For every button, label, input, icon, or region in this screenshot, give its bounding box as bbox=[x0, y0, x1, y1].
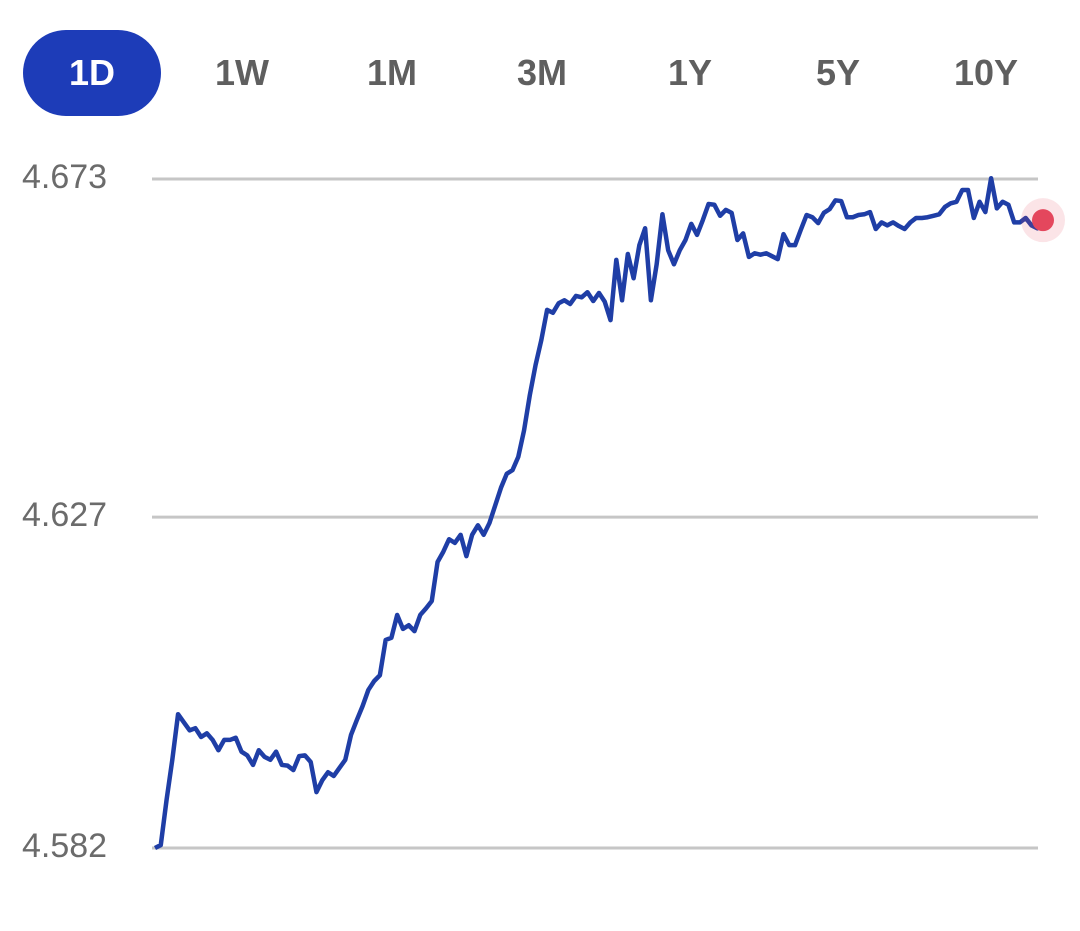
range-tab[interactable]: 3M bbox=[516, 52, 567, 93]
price-line bbox=[153, 176, 1045, 851]
range-tab[interactable]: 10Y bbox=[953, 52, 1019, 93]
y-tick-label: 4.673 bbox=[22, 158, 107, 196]
last-point bbox=[1032, 209, 1054, 232]
range-tab[interactable]: 1D bbox=[23, 30, 161, 116]
y-tick-label: 4.627 bbox=[22, 496, 107, 534]
y-tick-label: 4.582 bbox=[22, 827, 107, 865]
range-tab[interactable]: 1M bbox=[366, 52, 417, 93]
range-tabs: 1D 1W 1M 3M 1Y 5Y 10Y bbox=[0, 0, 1080, 140]
range-tab[interactable]: 5Y bbox=[815, 52, 861, 93]
range-tab[interactable]: 1W bbox=[215, 52, 269, 93]
range-tab[interactable]: 1Y bbox=[667, 52, 713, 93]
